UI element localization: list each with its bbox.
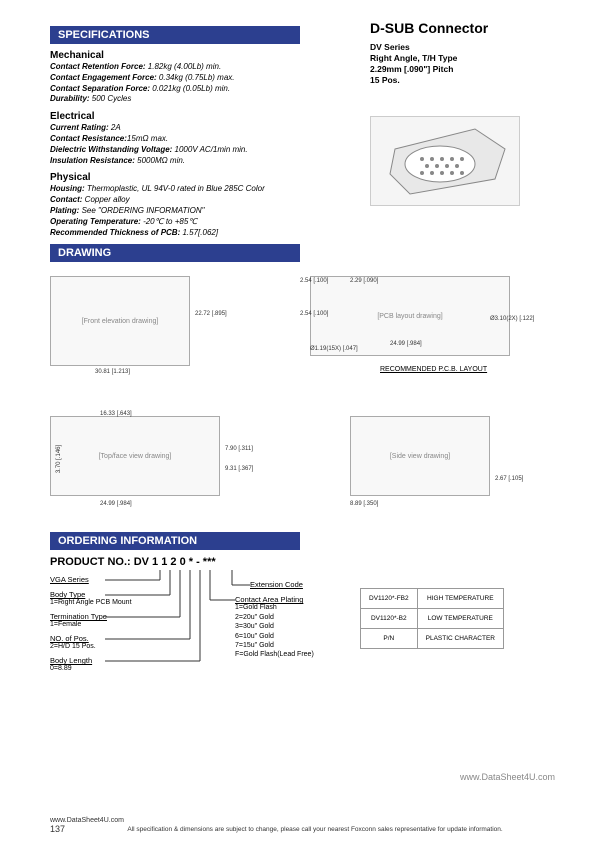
separation-label: Contact Separation Force: — [50, 84, 150, 93]
watermark: www.DataSheet4U.com — [460, 772, 555, 782]
housing-label: Housing: — [50, 184, 85, 193]
insulation-val: 5000MΩ min. — [135, 156, 185, 165]
pcb-caption: RECOMMENDED P.C.B. LAYOUT — [380, 366, 487, 373]
cell-r1c1: DV1120*-FB2 — [361, 589, 418, 609]
connector-photo — [370, 116, 520, 206]
ord-plating-0: 1=Gold Flash — [235, 604, 314, 612]
contactres-label: Contact Resistance: — [50, 134, 127, 143]
series-line3: 2.29mm [.090"] Pitch — [370, 64, 565, 75]
dim-889: 8.89 [.350] — [350, 501, 378, 507]
plating-label: Plating: — [50, 206, 79, 215]
dim-254b: 2.54 [.100] — [300, 311, 328, 317]
drawing-side: [Side view drawing] — [350, 416, 490, 496]
ord-plating-4: 7=15u" Gold — [235, 642, 314, 650]
ord-length: Body Length — [50, 656, 92, 665]
ord-term: Termination Type — [50, 612, 107, 621]
footer-url: www.DataSheet4U.com — [50, 817, 565, 824]
product-title: D-SUB Connector — [370, 20, 565, 36]
footer: www.DataSheet4U.com 137 All specificatio… — [50, 817, 565, 834]
contactres-val: 15mΩ max. — [127, 134, 168, 143]
separation-val: 0.021kg (0.05Lb) min. — [150, 84, 230, 93]
plating-val: See "ORDERING INFORMATION" — [79, 206, 204, 215]
ord-plating-1: 2=20u" Gold — [235, 614, 314, 622]
cell-r1c2: HIGH TEMPERATURE — [417, 589, 503, 609]
dim-1633: 16.33 [.643] — [100, 411, 132, 417]
engagement-label: Contact Engagement Force: — [50, 73, 157, 82]
series-line2: Right Angle, T/H Type — [370, 53, 565, 64]
ord-pos-sub: 2=H/D 15 Pos. — [50, 643, 96, 651]
electrical-heading: Electrical — [50, 111, 360, 122]
dim-119: Ø1.19(15X) [.047] — [310, 346, 358, 352]
durability-val: 500 Cycles — [90, 94, 132, 103]
cell-r3c1: P/N — [361, 629, 418, 649]
ord-term-sub: 1=Female — [50, 621, 107, 629]
drawing-face: [Top/face view drawing] — [50, 416, 220, 496]
mechanical-block: Mechanical Contact Retention Force: 1.82… — [50, 50, 360, 105]
dielectric-val: 1000V AC/1min min. — [172, 145, 247, 154]
current-label: Current Rating: — [50, 123, 109, 132]
cell-r2c1: DV1120*-B2 — [361, 609, 418, 629]
section-specifications: SPECIFICATIONS — [50, 26, 300, 44]
cell-r3c2: PLASTIC CHARACTER — [417, 629, 503, 649]
ordering-diagram: VGA Series Body Type 1=Right Angle PCB M… — [50, 570, 330, 690]
pcb-label: Recommended Thickness of PCB: — [50, 228, 180, 237]
drawing-front: [Front elevation drawing] — [50, 276, 190, 366]
table-row: P/N PLASTIC CHARACTER — [361, 629, 504, 649]
cell-r2c2: LOW TEMPERATURE — [417, 609, 503, 629]
contact-label: Contact: — [50, 195, 82, 204]
product-number: PRODUCT NO.: DV 1 1 2 0 * - *** — [50, 556, 565, 568]
dim-370: 3.70 [.146] — [56, 445, 62, 473]
ord-plating-5: F=Gold Flash(Lead Free) — [235, 651, 314, 659]
housing-val: Thermoplastic, UL 94V-0 rated in Blue 28… — [85, 184, 265, 193]
physical-heading: Physical — [50, 172, 360, 183]
dim-2499b: 24.99 [.984] — [100, 501, 132, 507]
ord-plating-3: 6=10u" Gold — [235, 633, 314, 641]
table-row: DV1120*-FB2 HIGH TEMPERATURE — [361, 589, 504, 609]
dim-2499a: 24.99 [.984] — [390, 341, 422, 347]
ord-bodytype: Body Type — [50, 590, 132, 599]
ord-length-sub: 0=8.89 — [50, 665, 92, 673]
dielectric-label: Dielectric Withstanding Voltage: — [50, 145, 172, 154]
durability-label: Durability: — [50, 94, 90, 103]
section-ordering: ORDERING INFORMATION — [50, 532, 300, 550]
drawing-area: [Front elevation drawing] 22.72 [.895] 3… — [50, 266, 565, 526]
ord-pos: NO. of Pos. — [50, 634, 96, 643]
ord-ext: Extension Code — [250, 580, 303, 589]
page-number: 137 — [50, 824, 65, 834]
mechanical-heading: Mechanical — [50, 50, 360, 61]
temp-val: -20℃ to +85℃ — [141, 217, 197, 226]
electrical-block: Electrical Current Rating: 2A Contact Re… — [50, 111, 360, 166]
dim-229: 2.29 [.090] — [350, 278, 378, 284]
dim-254a: 2.54 [.100] — [300, 278, 328, 284]
series-line1: DV Series — [370, 42, 565, 53]
section-drawing: DRAWING — [50, 244, 300, 262]
dim-267: 2.67 [.105] — [495, 476, 523, 482]
ord-plating-2: 3=30u" Gold — [235, 623, 314, 631]
dim-790: 7.90 [.311] — [225, 446, 253, 452]
dim-2272: 22.72 [.895] — [195, 311, 227, 317]
insulation-label: Insulation Resistance: — [50, 156, 135, 165]
physical-block: Physical Housing: Thermoplastic, UL 94V-… — [50, 172, 360, 238]
ord-plating: Contact Area Plating — [235, 595, 314, 604]
ordering-table: DV1120*-FB2 HIGH TEMPERATURE DV1120*-B2 … — [360, 588, 504, 649]
series-line4: 15 Pos. — [370, 75, 565, 86]
dim-310: Ø3.10(2X) [.122] — [490, 316, 534, 322]
engagement-val: 0.34kg (0.75Lb) max. — [157, 73, 235, 82]
temp-label: Operating Temperature: — [50, 217, 141, 226]
ord-vga: VGA Series — [50, 575, 89, 584]
contact-val: Copper alloy — [82, 195, 129, 204]
dim-3081: 30.81 [1.213] — [95, 369, 130, 375]
current-val: 2A — [109, 123, 121, 132]
ord-bodytype-sub: 1=Right Angle PCB Mount — [50, 599, 132, 607]
footer-note: All specification & dimensions are subje… — [65, 826, 565, 833]
pcb-val: 1.57[.062] — [180, 228, 218, 237]
retention-val: 1.82kg (4.00Lb) min. — [146, 62, 222, 71]
dim-931: 9.31 [.367] — [225, 466, 253, 472]
table-row: DV1120*-B2 LOW TEMPERATURE — [361, 609, 504, 629]
retention-label: Contact Retention Force: — [50, 62, 146, 71]
